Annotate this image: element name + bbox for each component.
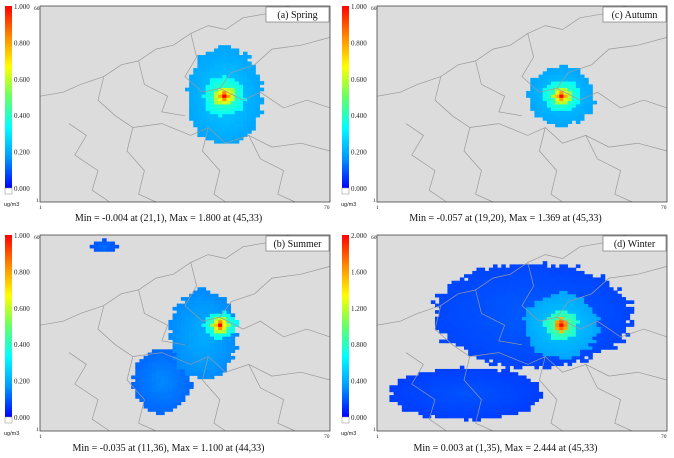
summer-y-min-label: 1 bbox=[36, 427, 39, 433]
winter-grid-cells bbox=[389, 261, 635, 422]
spring-scale-tick: 1.000 bbox=[14, 3, 30, 11]
summer-scale-tick: 0.000 bbox=[14, 414, 30, 422]
autumn-border-lines bbox=[376, 5, 668, 203]
winter-scale-tick: 2.000 bbox=[351, 232, 367, 240]
winter-map: 2.000 1.600 1.200 0.800 0.400 0.000 ug/m3 60 11 7… bbox=[341, 232, 668, 440]
spring-scale-tick: 0.000 bbox=[14, 185, 30, 193]
autumn-plot-area bbox=[377, 6, 667, 202]
summer-frame bbox=[39, 234, 331, 432]
summer-x-min-label: 1 bbox=[39, 434, 42, 440]
svg-text:(b) Summer: (b) Summer bbox=[273, 239, 322, 250]
summer-scale-tick: 0.200 bbox=[14, 378, 30, 386]
autumn-y-max-label: 60 bbox=[371, 6, 377, 12]
winter-border-lines bbox=[376, 234, 668, 432]
winter-zero-patch bbox=[341, 416, 350, 424]
autumn-scale-tick: 1.000 bbox=[351, 3, 367, 11]
spring-y-min-label: 1 bbox=[36, 198, 39, 204]
winter-caption: Min = 0.003 at (1,35), Max = 2.444 at (4… bbox=[413, 443, 598, 454]
winter-scale-tick: 0.000 bbox=[351, 414, 367, 422]
spring-border-lines bbox=[39, 5, 331, 203]
winter-scale-tick: 1.600 bbox=[351, 268, 367, 276]
summer-y-max-label: 60 bbox=[34, 235, 40, 241]
svg-text:(c) Autumn: (c) Autumn bbox=[612, 10, 658, 21]
summer-colorbar bbox=[5, 235, 12, 417]
autumn-scale-tick: 0.600 bbox=[351, 76, 367, 84]
summer-border-lines bbox=[39, 234, 331, 432]
spring-frame bbox=[39, 5, 331, 203]
summer-scale-tick: 0.400 bbox=[14, 341, 30, 349]
winter-scale-tick: 1.200 bbox=[351, 305, 367, 313]
winter-frame bbox=[376, 234, 668, 432]
summer-zero-patch bbox=[4, 416, 13, 424]
spring-plot-area bbox=[40, 6, 330, 202]
autumn-title: (c) Autumn bbox=[602, 6, 667, 23]
spring-colorbar bbox=[5, 6, 12, 188]
winter-scale-tick: 0.800 bbox=[351, 341, 367, 349]
summer-scale-tick: 0.600 bbox=[14, 305, 30, 313]
spring-scale-tick: 0.400 bbox=[14, 112, 30, 120]
spring-scale-tick: 0.800 bbox=[14, 39, 30, 47]
winter-unit-label: ug/m3 bbox=[341, 431, 356, 437]
spring-x-min-label: 1 bbox=[39, 205, 42, 211]
spring-zero-patch bbox=[4, 187, 13, 195]
summer-map: 1.000 0.800 0.600 0.400 0.200 0.000 ug/m3 60 11 7… bbox=[4, 232, 331, 440]
panel-autumn: 1.000 0.800 0.600 0.400 0.200 0.000 ug/m3 60 1 1 7… bbox=[337, 0, 674, 229]
autumn-map: 1.000 0.800 0.600 0.400 0.200 0.000 ug/m3 60 11 7… bbox=[341, 3, 668, 211]
winter-x-max-label: 70 bbox=[661, 434, 667, 440]
autumn-scale-tick: 0.400 bbox=[351, 112, 367, 120]
spring-scale-tick: 0.600 bbox=[14, 76, 30, 84]
spring-scale-tick: 0.200 bbox=[14, 149, 30, 157]
panel-winter: 2.000 1.600 1.200 0.800 0.400 0.000 ug/m3 60 1 1 7… bbox=[337, 229, 674, 458]
autumn-x-min-label: 1 bbox=[376, 205, 379, 211]
spring-x-max-label: 70 bbox=[324, 205, 330, 211]
winter-colorbar bbox=[342, 235, 349, 417]
autumn-grid-cells bbox=[526, 64, 597, 128]
autumn-unit-label: ug/m3 bbox=[341, 202, 356, 208]
winter-title: (d) Winter bbox=[602, 235, 667, 252]
svg-text:(a) Spring: (a) Spring bbox=[277, 10, 317, 21]
panel-spring: 1.000 0.800 0.600 0.400 0.200 0.000 ug/m3 60 1 1 7… bbox=[0, 0, 337, 229]
autumn-y-min-label: 1 bbox=[373, 198, 376, 204]
autumn-frame bbox=[376, 5, 668, 203]
panel-summer: 1.000 0.800 0.600 0.400 0.200 0.000 ug/m3 60 1 1 7… bbox=[0, 229, 337, 458]
summer-x-max-label: 70 bbox=[324, 434, 330, 440]
autumn-scale-tick: 0.800 bbox=[351, 39, 367, 47]
svg-text:(d) Winter: (d) Winter bbox=[614, 239, 656, 250]
winter-y-max-label: 60 bbox=[371, 235, 377, 241]
summer-unit-label: ug/m3 bbox=[4, 431, 19, 437]
summer-grid-cells bbox=[89, 238, 240, 416]
spring-grid-cells bbox=[185, 45, 265, 144]
winter-y-min-label: 1 bbox=[373, 427, 376, 433]
summer-caption: Min = -0.035 at (11,36), Max = 1.100 at … bbox=[72, 443, 265, 454]
spring-map: 1.000 0.800 0.600 0.400 0.200 0.000 ug/m3 60 11 7… bbox=[4, 3, 331, 211]
autumn-zero-patch bbox=[341, 187, 350, 195]
autumn-colorbar bbox=[342, 6, 349, 188]
summer-title: (b) Summer bbox=[265, 235, 330, 252]
summer-scale-tick: 1.000 bbox=[14, 232, 30, 240]
autumn-caption: Min = -0.057 at (19,20), Max = 1.369 at … bbox=[409, 213, 602, 224]
spring-unit-label: ug/m3 bbox=[4, 202, 19, 208]
autumn-scale-tick: 0.000 bbox=[351, 185, 367, 193]
winter-scale-tick: 0.400 bbox=[351, 378, 367, 386]
spring-y-max-label: 60 bbox=[34, 6, 40, 12]
spring-title: (a) Spring bbox=[265, 6, 330, 23]
winter-x-min-label: 1 bbox=[376, 434, 379, 440]
spring-caption: Min = -0.004 at (21,1), Max = 1.800 at (… bbox=[74, 213, 263, 224]
autumn-x-max-label: 70 bbox=[661, 205, 667, 211]
summer-scale-tick: 0.800 bbox=[14, 268, 30, 276]
autumn-scale-tick: 0.200 bbox=[351, 149, 367, 157]
